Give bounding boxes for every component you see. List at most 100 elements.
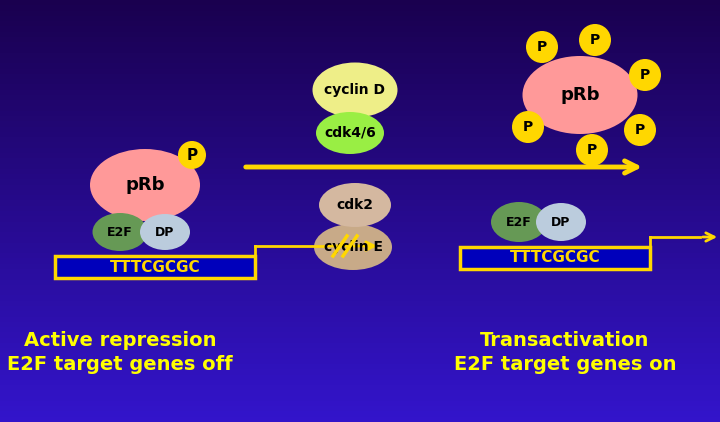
Bar (0, 21, 720, 27)
Circle shape (624, 114, 656, 146)
Ellipse shape (536, 203, 586, 241)
Bar (0, 279, 720, 286)
Bar (0, 364, 720, 370)
Bar (0, 232, 720, 238)
Bar (0, 190, 720, 196)
Bar (0, 216, 720, 222)
Bar (0, 37, 720, 43)
Bar (0, 348, 720, 354)
Bar (0, 237, 720, 243)
Bar (0, 58, 720, 64)
Ellipse shape (491, 202, 547, 242)
Text: Active repression: Active repression (24, 330, 216, 349)
Text: DP: DP (156, 225, 175, 238)
Text: P: P (186, 148, 197, 162)
Ellipse shape (319, 183, 391, 227)
Bar (0, 63, 720, 70)
Text: pRb: pRb (125, 176, 165, 194)
Bar (0, 285, 720, 291)
Bar (0, 32, 720, 38)
Bar (0, 132, 720, 138)
Text: P: P (590, 33, 600, 47)
Bar (0, 295, 720, 302)
Text: P: P (640, 68, 650, 82)
Ellipse shape (312, 62, 397, 117)
Bar (0, 417, 720, 422)
Circle shape (178, 141, 206, 169)
Bar (0, 16, 720, 22)
Bar (0, 343, 720, 349)
Bar (0, 106, 720, 112)
Circle shape (512, 111, 544, 143)
Bar (0, 100, 720, 106)
Text: P: P (523, 120, 533, 134)
Bar (0, 322, 720, 328)
Text: TTTCGCGC: TTTCGCGC (109, 260, 200, 274)
Bar (0, 158, 720, 165)
Bar (55, 256, 255, 278)
Ellipse shape (140, 214, 190, 250)
Bar (0, 206, 720, 212)
Bar (0, 359, 720, 365)
Bar (0, 380, 720, 386)
Bar (0, 185, 720, 191)
Bar (0, 0, 720, 6)
Bar (0, 84, 720, 91)
Bar (0, 390, 720, 397)
Bar (0, 258, 720, 265)
Bar (0, 116, 720, 122)
Bar (0, 137, 720, 143)
Text: pRb: pRb (560, 86, 600, 104)
Text: E2F target genes off: E2F target genes off (7, 355, 233, 374)
Bar (0, 148, 720, 154)
Bar (0, 222, 720, 228)
Bar (0, 143, 720, 149)
Bar (0, 369, 720, 376)
Bar (0, 406, 720, 412)
Bar (0, 163, 720, 170)
Text: E2F: E2F (107, 225, 133, 238)
Bar (0, 248, 720, 254)
Circle shape (526, 31, 558, 63)
Text: P: P (587, 143, 597, 157)
Ellipse shape (316, 112, 384, 154)
Bar (0, 179, 720, 186)
Bar (0, 274, 720, 281)
Text: P: P (635, 123, 645, 137)
Bar (0, 79, 720, 85)
Bar (0, 338, 720, 344)
Text: TTTCGCGC: TTTCGCGC (510, 251, 600, 265)
Bar (0, 200, 720, 207)
Bar (0, 5, 720, 11)
Bar (0, 90, 720, 96)
Bar (0, 375, 720, 381)
Circle shape (576, 134, 608, 166)
Bar (0, 264, 720, 270)
Text: DP: DP (552, 216, 571, 228)
Bar (0, 290, 720, 296)
Bar (0, 95, 720, 101)
Bar (0, 121, 720, 127)
Bar (0, 211, 720, 217)
Bar (0, 227, 720, 233)
Circle shape (579, 24, 611, 56)
Ellipse shape (92, 213, 148, 251)
Bar (0, 26, 720, 32)
Text: cdk2: cdk2 (336, 198, 374, 212)
Bar (0, 253, 720, 260)
Text: cdk4/6: cdk4/6 (324, 126, 376, 140)
Bar (0, 411, 720, 418)
Bar (0, 300, 720, 307)
Text: cyclin D: cyclin D (325, 83, 385, 97)
Bar (0, 243, 720, 249)
Bar (0, 396, 720, 402)
Bar (0, 316, 720, 323)
Text: P: P (537, 40, 547, 54)
Bar (0, 153, 720, 159)
Bar (0, 53, 720, 59)
Ellipse shape (90, 149, 200, 221)
Bar (0, 74, 720, 80)
Text: cyclin E: cyclin E (323, 240, 382, 254)
Bar (0, 306, 720, 312)
Text: E2F target genes on: E2F target genes on (454, 355, 676, 374)
